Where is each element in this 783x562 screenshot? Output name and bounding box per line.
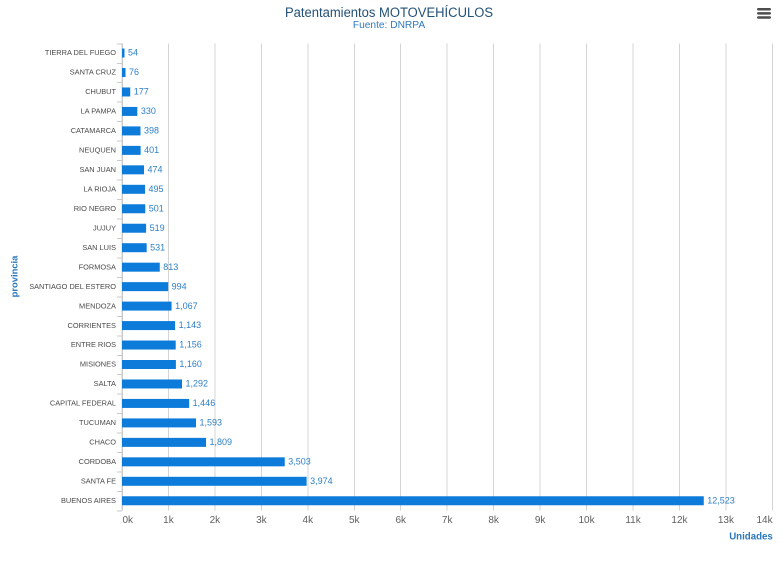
- svg-text:8k: 8k: [488, 515, 500, 526]
- svg-text:6k: 6k: [395, 515, 407, 526]
- svg-text:FORMOSA: FORMOSA: [79, 262, 116, 271]
- svg-text:994: 994: [172, 281, 187, 291]
- svg-text:9k: 9k: [535, 515, 547, 526]
- svg-text:10k: 10k: [579, 515, 596, 526]
- svg-text:531: 531: [150, 242, 165, 252]
- svg-text:0k: 0k: [123, 515, 135, 526]
- svg-text:MISIONES: MISIONES: [80, 360, 116, 369]
- svg-text:1,593: 1,593: [200, 418, 223, 428]
- svg-text:ENTRE RIOS: ENTRE RIOS: [71, 340, 116, 349]
- svg-text:11k: 11k: [625, 515, 641, 526]
- svg-text:13k: 13k: [718, 515, 735, 526]
- svg-text:NEUQUEN: NEUQUEN: [79, 146, 116, 155]
- svg-text:1,446: 1,446: [193, 398, 216, 408]
- svg-text:1,067: 1,067: [175, 301, 198, 311]
- svg-text:1,809: 1,809: [210, 437, 233, 447]
- svg-text:SAN JUAN: SAN JUAN: [79, 165, 116, 174]
- svg-text:3k: 3k: [256, 515, 268, 526]
- svg-text:BUENOS AIRES: BUENOS AIRES: [61, 496, 116, 505]
- svg-text:CATAMARCA: CATAMARCA: [71, 126, 116, 135]
- svg-text:1,156: 1,156: [179, 340, 202, 350]
- svg-text:CHUBUT: CHUBUT: [85, 87, 116, 96]
- svg-text:7k: 7k: [442, 515, 454, 526]
- svg-text:Fuente: DNRPA: Fuente: DNRPA: [353, 20, 425, 31]
- svg-text:Unidades: Unidades: [729, 531, 773, 542]
- svg-text:1,292: 1,292: [186, 379, 209, 389]
- svg-text:Patentamientos MOTOVEHÍCULOS: Patentamientos MOTOVEHÍCULOS: [285, 4, 493, 21]
- svg-text:MENDOZA: MENDOZA: [79, 301, 116, 310]
- svg-text:LA RIOJA: LA RIOJA: [84, 185, 117, 194]
- svg-text:12k: 12k: [671, 515, 688, 526]
- svg-text:3,974: 3,974: [310, 476, 333, 486]
- svg-text:5k: 5k: [349, 515, 361, 526]
- svg-text:CORRIENTES: CORRIENTES: [68, 321, 117, 330]
- svg-text:1k: 1k: [163, 515, 175, 526]
- svg-text:54: 54: [128, 48, 138, 58]
- svg-text:CHACO: CHACO: [89, 438, 116, 447]
- svg-text:474: 474: [148, 164, 163, 174]
- svg-text:177: 177: [134, 87, 149, 97]
- svg-text:813: 813: [163, 262, 178, 272]
- svg-text:SANTA CRUZ: SANTA CRUZ: [70, 68, 117, 77]
- svg-text:76: 76: [129, 67, 139, 77]
- svg-text:519: 519: [150, 223, 165, 233]
- svg-text:398: 398: [144, 126, 159, 136]
- svg-text:JUJUY: JUJUY: [93, 223, 116, 232]
- svg-text:12,523: 12,523: [707, 495, 735, 505]
- svg-text:TIERRA DEL FUEGO: TIERRA DEL FUEGO: [45, 48, 116, 57]
- svg-text:501: 501: [149, 203, 164, 213]
- svg-text:1,143: 1,143: [179, 320, 202, 330]
- svg-text:provincia: provincia: [9, 255, 20, 297]
- svg-text:TUCUMAN: TUCUMAN: [79, 418, 116, 427]
- svg-text:LA PAMPA: LA PAMPA: [81, 107, 117, 116]
- svg-text:495: 495: [149, 184, 164, 194]
- svg-text:401: 401: [144, 145, 159, 155]
- svg-text:330: 330: [141, 106, 156, 116]
- svg-text:RIO NEGRO: RIO NEGRO: [74, 204, 117, 213]
- svg-text:SAN LUIS: SAN LUIS: [82, 243, 116, 252]
- svg-text:3,503: 3,503: [288, 456, 311, 466]
- svg-text:SANTIAGO DEL ESTERO: SANTIAGO DEL ESTERO: [29, 282, 116, 291]
- svg-text:2k: 2k: [210, 515, 222, 526]
- svg-text:CAPITAL FEDERAL: CAPITAL FEDERAL: [50, 399, 116, 408]
- svg-text:14k: 14k: [756, 515, 773, 526]
- svg-text:1,160: 1,160: [179, 359, 202, 369]
- svg-text:SALTA: SALTA: [94, 379, 116, 388]
- svg-text:4k: 4k: [303, 515, 315, 526]
- svg-text:SANTA FE: SANTA FE: [81, 477, 116, 486]
- svg-text:CORDOBA: CORDOBA: [79, 457, 116, 466]
